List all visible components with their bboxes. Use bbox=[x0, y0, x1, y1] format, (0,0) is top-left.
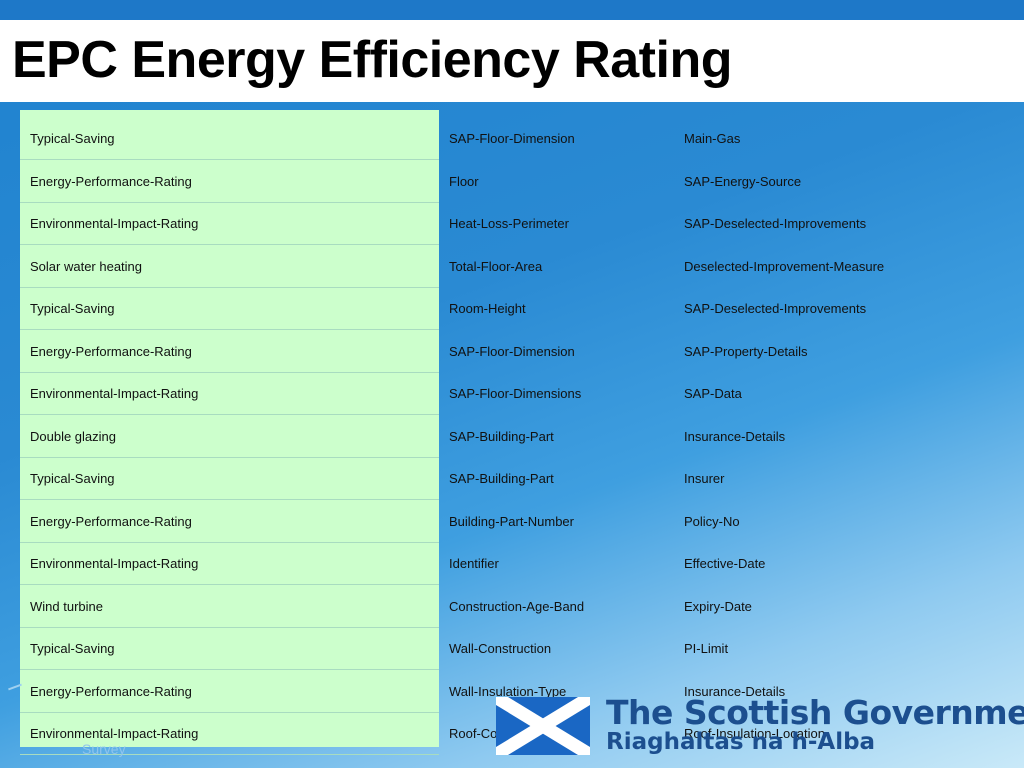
table-cell-col3: SAP-Data bbox=[684, 386, 742, 401]
scottish-government-logo: The Scottish Government Riaghaltas na h-… bbox=[496, 693, 1024, 757]
table-cell-col3: Roof-Insulation-Location bbox=[684, 726, 825, 741]
table-cell-col2: SAP-Building-Part bbox=[449, 428, 554, 444]
table-cell-col2: Building-Part-Number bbox=[449, 513, 574, 529]
table-cell-col1: Environmental-Impact-Rating bbox=[30, 726, 199, 741]
logo-subtitle: Riaghaltas na h-Alba bbox=[606, 729, 876, 755]
table-cell-col2: Room-Height bbox=[449, 301, 526, 316]
table-cell-col2: SAP-Floor-Dimension bbox=[449, 131, 575, 146]
table-cell-col1: Solar water heating bbox=[30, 258, 143, 274]
table-cell-col2: SAP-Building-Part bbox=[449, 471, 554, 486]
row-divider bbox=[20, 669, 439, 670]
table-row: Environmental-Impact-Rating Heat-Loss-Per… bbox=[0, 202, 1024, 245]
table-cell-col2: Construction-Age-Band bbox=[449, 598, 585, 614]
table-cell-col2: SAP-Floor-Dimensions bbox=[449, 386, 582, 401]
table-cell-col1: Energy-Performance-Rating bbox=[30, 513, 192, 529]
table-row: Typical-Saving Room-Height SAP-Deselected-… bbox=[0, 287, 1024, 330]
table-cell-col3: Effective-Date bbox=[684, 556, 766, 571]
table-cell-col2: Wall-Construction bbox=[449, 641, 552, 656]
row-divider bbox=[20, 584, 439, 585]
table-row: Wind turbine Construction-Age-Band Expiry-… bbox=[0, 585, 1024, 628]
row-divider bbox=[20, 371, 439, 373]
table-cell-col1: Energy-Performance-Rating bbox=[30, 343, 192, 359]
row-divider bbox=[20, 414, 439, 415]
table-cell-col3: Insurer bbox=[684, 471, 725, 486]
table-row: Typical-Saving SAP-Building-Part Insurer bbox=[0, 457, 1024, 500]
row-divider bbox=[20, 286, 439, 288]
table-row: Environmental-Impact-Rating Identifier Eff… bbox=[0, 542, 1024, 585]
table-row: Solar water heating Total-Floor-Area Desel… bbox=[0, 245, 1024, 288]
highlight-column bbox=[20, 110, 439, 747]
table-row: Energy-Performance-Rating SAP-Floor-Dimen… bbox=[0, 330, 1024, 373]
table-row: Energy-Performance-Rating Building-Part-N… bbox=[0, 500, 1024, 543]
table-cell-col2: SAP-Floor-Dimension bbox=[449, 343, 575, 359]
table-row: Environmental-Impact-RatingRoof-Construc… bbox=[0, 712, 1024, 755]
table-row: Environmental-Impact-Rating SAP-Floor-Dim… bbox=[0, 372, 1024, 415]
row-divider bbox=[20, 754, 439, 755]
table-cell-col3: SAP-Property-Details bbox=[684, 343, 808, 359]
table-row: Typical-Saving SAP-Floor-Dimension Main-Ga… bbox=[0, 117, 1024, 160]
row-divider bbox=[20, 201, 439, 203]
row-divider bbox=[20, 541, 439, 543]
table-cell-col2: Identifier bbox=[449, 556, 499, 571]
table-row: Double glazing SAP-Building-Part Insurance… bbox=[0, 415, 1024, 458]
table-cell-col1: Double glazing bbox=[30, 428, 117, 444]
table-cell-col3: Main-Gas bbox=[684, 131, 741, 146]
title-bar: EPC Energy Efficiency Rating bbox=[0, 20, 1024, 102]
table-cell-col3: Insurance-Details bbox=[684, 428, 786, 444]
table-cell-col2: Total-Floor-Area bbox=[449, 258, 543, 274]
table: Typical-Saving SAP-Floor-Dimension Main-Ga… bbox=[0, 117, 1024, 755]
table-cell-col3: Insurance-Details bbox=[684, 683, 786, 699]
row-divider bbox=[20, 329, 439, 330]
table-row: Typical-Saving Wall-Construction PI-Limit bbox=[0, 627, 1024, 670]
table-cell-col1: Wind turbine bbox=[30, 598, 103, 614]
table-cell-col1: Typical-Saving bbox=[30, 301, 115, 316]
logo-title: The Scottish Government bbox=[606, 693, 1024, 732]
row-divider bbox=[20, 626, 439, 628]
top-band bbox=[0, 0, 1024, 20]
row-divider bbox=[20, 456, 439, 458]
table-cell-col1: Environmental-Impact-Rating bbox=[30, 556, 199, 571]
saltire-flag-icon bbox=[496, 697, 590, 755]
table-cell-col2: Heat-Loss-Perimeter bbox=[449, 216, 569, 231]
table-cell-col3: SAP-Deselected-Improvements bbox=[684, 216, 867, 231]
row-divider bbox=[20, 711, 439, 713]
table-cell-col2: Wall-Insulation-Type bbox=[449, 683, 567, 699]
row-divider bbox=[20, 159, 439, 160]
slide-title: EPC Energy Efficiency Rating bbox=[12, 31, 732, 89]
table-cell-col3: SAP-Energy-Source bbox=[684, 173, 802, 189]
table-cell-col3: Policy-No bbox=[684, 513, 740, 529]
table-cell-col3: Deselected-Improvement-Measure bbox=[684, 258, 885, 274]
footer-text: Survey bbox=[82, 741, 126, 757]
table-cell-col2: Floor bbox=[449, 173, 479, 189]
table-row: Energy-Performance-Rating Floor SAP-Energy… bbox=[0, 160, 1024, 203]
row-divider bbox=[20, 244, 439, 245]
table-cell-col3: PI-Limit bbox=[684, 641, 729, 656]
table-row: Energy-Performance-Rating Wall-Insulation… bbox=[0, 670, 1024, 713]
table-cell-col1: Environmental-Impact-Rating bbox=[30, 386, 199, 401]
table-cell-col1: Energy-Performance-Rating bbox=[30, 683, 192, 699]
row-divider bbox=[20, 499, 439, 500]
table-cell-col1: Typical-Saving bbox=[30, 131, 115, 146]
table-cell-col3: Expiry-Date bbox=[684, 598, 752, 614]
table-cell-col1: Typical-Saving bbox=[30, 471, 115, 486]
table-cell-col1: Environmental-Impact-Rating bbox=[30, 216, 199, 231]
table-cell-col1: Typical-Saving bbox=[30, 641, 115, 656]
table-cell-col3: SAP-Deselected-Improvements bbox=[684, 301, 867, 316]
table-cell-col1: Energy-Performance-Rating bbox=[30, 173, 192, 189]
